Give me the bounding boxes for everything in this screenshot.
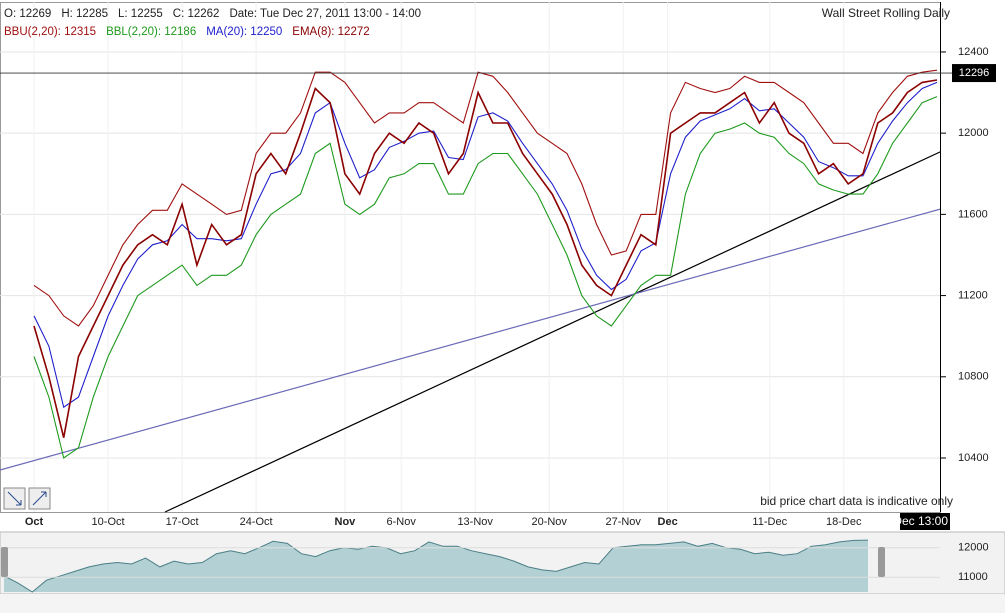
series-group xyxy=(33,69,938,459)
header-item: O: 12269 xyxy=(4,8,51,20)
disclaimer: bid price chart data is indicative only xyxy=(760,494,953,508)
ohlc-header: O: 12269 H: 12285 L: 12255 C: 12262 Date: Tu… xyxy=(4,8,421,20)
arrow-icon xyxy=(7,491,22,506)
series-line xyxy=(33,81,938,409)
header-item: L: 12255 xyxy=(118,8,163,20)
trend-line xyxy=(0,204,956,471)
y-tick-label: 10400 xyxy=(958,452,989,464)
series-line xyxy=(33,79,938,438)
legend-entry: BBL(2,20): 12186 xyxy=(106,26,196,38)
x-tick-label: 24-Oct xyxy=(240,516,273,528)
navigator-handle xyxy=(1,547,8,577)
x-tick-label: 6-Nov xyxy=(386,516,416,528)
x-tick-label: 17-Oct xyxy=(166,516,199,528)
legend: BBU(2,20): 12315 BBL(2,20): 12186 MA(20): … xyxy=(4,26,370,38)
x-tick-label: Nov xyxy=(335,516,357,528)
y-tick-label: 12000 xyxy=(958,127,989,139)
y-tick-label: 11200 xyxy=(958,289,988,301)
x-tick-label: Dec xyxy=(658,516,678,528)
trend-line xyxy=(164,144,956,513)
series-line xyxy=(33,96,938,459)
x-tick-label: Oct xyxy=(25,516,44,528)
plot-area xyxy=(0,2,941,513)
y-tick-label: 10800 xyxy=(958,371,989,383)
navigator-line xyxy=(3,539,869,593)
header-item: H: 12285 xyxy=(61,8,108,20)
chart-title: Wall Street Rolling Daily xyxy=(822,6,950,20)
x-tick-label: 27-Nov xyxy=(605,516,641,528)
cursor-label: 27 Dec 13:00 xyxy=(877,514,949,528)
arrow-icon xyxy=(32,491,47,506)
navigator-handle xyxy=(878,547,885,577)
y-tick-label: 12400 xyxy=(958,46,989,58)
cursor-label-bg xyxy=(900,513,950,530)
legend-entry: BBU(2,20): 12315 xyxy=(4,26,96,38)
header-item: C: 12262 xyxy=(173,8,220,20)
axes: 10400 10800 11200 11600 12000 12400 Oct 10-Oct 1… xyxy=(0,46,996,528)
x-tick-label: 18-Dec xyxy=(826,516,862,528)
series-line xyxy=(33,69,938,327)
y-tick-label: 11600 xyxy=(958,208,988,220)
y-axis-area xyxy=(940,2,1005,512)
grid xyxy=(0,2,940,512)
legend-entry: MA(20): 12250 xyxy=(206,26,282,38)
x-tick-label: 11-Dec xyxy=(752,516,787,528)
navigator-tick-label: 11000 xyxy=(958,571,988,583)
price-label-bg xyxy=(952,64,996,83)
header-item: Date: Tue Dec 27, 2011 13:00 - 14:00 xyxy=(229,8,421,20)
legend-entry: EMA(8): 12272 xyxy=(292,26,369,38)
x-tick-label: 13-Nov xyxy=(457,516,493,528)
x-tick-label: 20-Nov xyxy=(531,516,567,528)
navigator-tick-label: 12000 xyxy=(958,542,989,554)
price-label: 12296 xyxy=(959,67,990,79)
x-tick-label: 10-Oct xyxy=(92,516,125,528)
navigator-axis xyxy=(0,594,1005,613)
